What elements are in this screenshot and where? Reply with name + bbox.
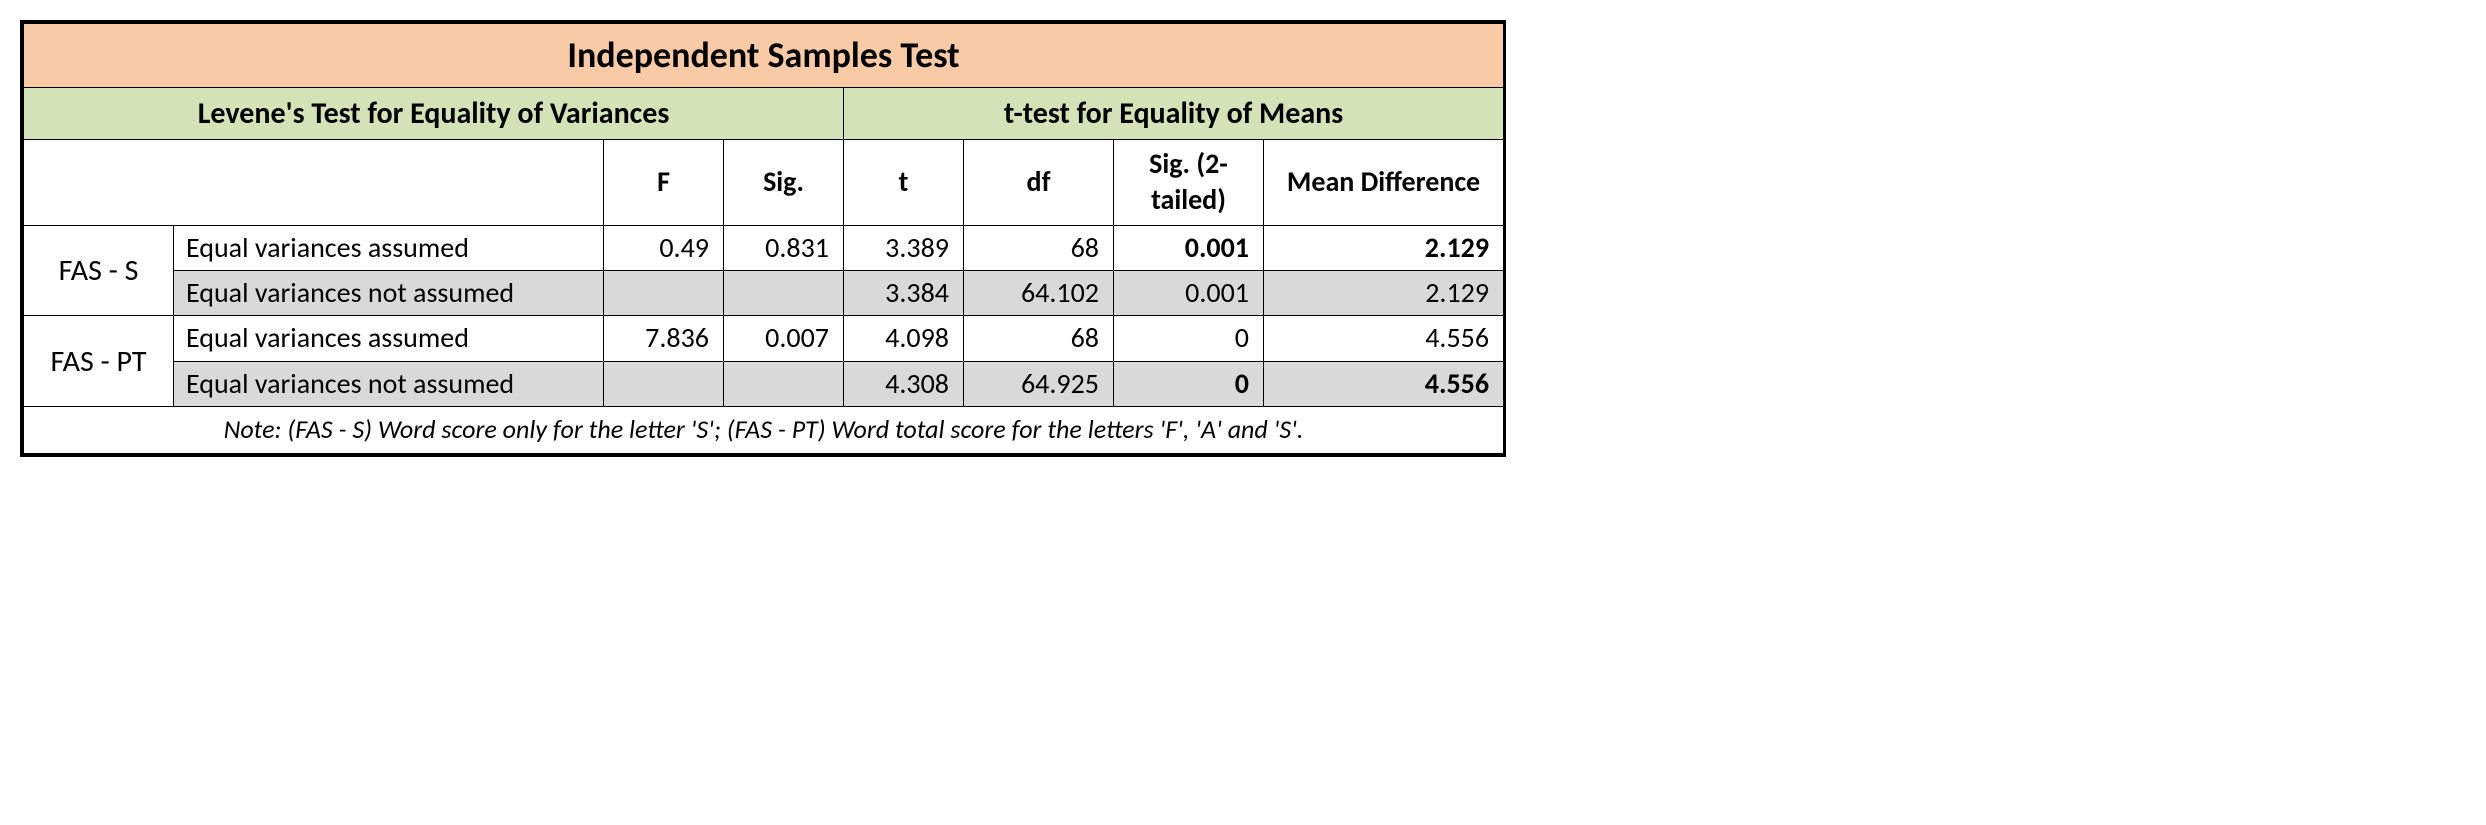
df-cell: 68 — [964, 225, 1114, 270]
assumption-cell: Equal variances not assumed — [174, 270, 604, 315]
t-cell: 3.384 — [844, 270, 964, 315]
mean-diff-cell: 2.129 — [1264, 225, 1504, 270]
sig2-cell: 0.001 — [1114, 225, 1264, 270]
sig-cell: 0.831 — [724, 225, 844, 270]
table-row: Equal variances not assumed 3.384 64.102… — [24, 270, 1504, 315]
table-title: Independent Samples Test — [24, 24, 1504, 88]
t-cell: 4.308 — [844, 361, 964, 406]
sig2-cell: 0 — [1114, 316, 1264, 361]
levene-section-header: Levene's Test for Equality of Variances — [24, 87, 844, 139]
col-f: F — [604, 139, 724, 225]
sig-cell — [724, 270, 844, 315]
f-cell: 7.836 — [604, 316, 724, 361]
independent-samples-test-table: Independent Samples Test Levene's Test f… — [20, 20, 1506, 457]
df-cell: 64.925 — [964, 361, 1114, 406]
f-cell: 0.49 — [604, 225, 724, 270]
t-cell: 3.389 — [844, 225, 964, 270]
sig-cell: 0.007 — [724, 316, 844, 361]
sig2-cell: 0 — [1114, 361, 1264, 406]
table-row: FAS - S Equal variances assumed 0.49 0.8… — [24, 225, 1504, 270]
col-sig: Sig. — [724, 139, 844, 225]
group-label: FAS - PT — [24, 316, 174, 407]
ttest-section-header: t-test for Equality of Means — [844, 87, 1504, 139]
table-row: FAS - PT Equal variances assumed 7.836 0… — [24, 316, 1504, 361]
assumption-cell: Equal variances assumed — [174, 316, 604, 361]
col-sig2: Sig. (2-tailed) — [1114, 139, 1264, 225]
title-row: Independent Samples Test — [24, 24, 1504, 88]
assumption-cell: Equal variances assumed — [174, 225, 604, 270]
assumption-cell: Equal variances not assumed — [174, 361, 604, 406]
mean-diff-cell: 4.556 — [1264, 361, 1504, 406]
table-row: Equal variances not assumed 4.308 64.925… — [24, 361, 1504, 406]
blank-header — [24, 139, 604, 225]
df-cell: 68 — [964, 316, 1114, 361]
mean-diff-cell: 4.556 — [1264, 316, 1504, 361]
note-row: Note: (FAS - S) Word score only for the … — [24, 407, 1504, 454]
t-cell: 4.098 — [844, 316, 964, 361]
sig-cell — [724, 361, 844, 406]
section-header-row: Levene's Test for Equality of Variances … — [24, 87, 1504, 139]
col-mean-diff: Mean Difference — [1264, 139, 1504, 225]
f-cell — [604, 361, 724, 406]
group-label: FAS - S — [24, 225, 174, 316]
col-df: df — [964, 139, 1114, 225]
mean-diff-cell: 2.129 — [1264, 270, 1504, 315]
col-t: t — [844, 139, 964, 225]
sig2-cell: 0.001 — [1114, 270, 1264, 315]
column-header-row: F Sig. t df Sig. (2-tailed) Mean Differe… — [24, 139, 1504, 225]
table-note: Note: (FAS - S) Word score only for the … — [24, 407, 1504, 454]
df-cell: 64.102 — [964, 270, 1114, 315]
stats-table: Independent Samples Test Levene's Test f… — [23, 23, 1504, 454]
f-cell — [604, 270, 724, 315]
